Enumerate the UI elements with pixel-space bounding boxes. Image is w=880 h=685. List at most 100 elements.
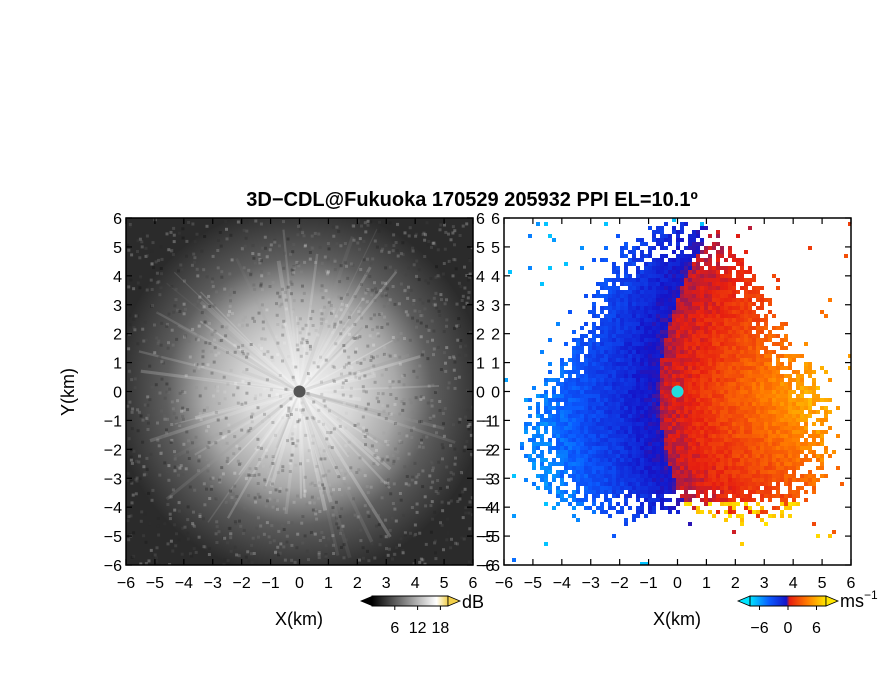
velocity-pixel	[656, 406, 660, 410]
intensity-speckle	[377, 514, 380, 517]
intensity-speckle	[128, 437, 131, 440]
velocity-pixel	[744, 354, 748, 358]
intensity-speckle	[360, 317, 363, 320]
velocity-pixel	[708, 390, 712, 394]
intensity-speckle	[383, 305, 386, 308]
velocity-pixel	[636, 462, 640, 466]
intensity-speckle	[385, 547, 388, 550]
velocity-pixel	[712, 342, 716, 346]
velocity-pixel	[708, 294, 712, 298]
velocity-pixel	[720, 306, 724, 310]
velocity-pixel	[672, 274, 676, 278]
intensity-speckle	[168, 388, 171, 391]
velocity-pixel	[608, 462, 612, 466]
velocity-pixel	[724, 446, 728, 450]
velocity-pixel	[740, 270, 744, 274]
intensity-speckle	[260, 447, 263, 450]
velocity-pixel	[716, 450, 720, 454]
velocity-pixel	[788, 374, 792, 378]
velocity-pixel	[748, 438, 752, 442]
colorbar-tick-label: 18	[432, 620, 450, 637]
velocity-pixel	[676, 238, 680, 242]
velocity-pixel	[540, 458, 544, 462]
velocity-pixel	[732, 350, 736, 354]
velocity-pixel	[668, 322, 672, 326]
intensity-speckle	[311, 247, 314, 250]
velocity-pixel	[748, 322, 752, 326]
velocity-pixel	[536, 426, 540, 430]
velocity-pixel	[624, 434, 628, 438]
velocity-pixel	[548, 462, 552, 466]
velocity-pixel	[744, 434, 748, 438]
velocity-pixel	[704, 362, 708, 366]
intensity-speckle	[462, 295, 465, 298]
velocity-pixel	[768, 394, 772, 398]
velocity-pixel	[624, 414, 628, 418]
velocity-pixel	[680, 402, 684, 406]
intensity-speckle	[444, 231, 447, 234]
velocity-pixel	[588, 442, 592, 446]
velocity-pixel	[668, 366, 672, 370]
velocity-pixel	[696, 410, 700, 414]
velocity-pixel	[708, 366, 712, 370]
velocity-pixel	[580, 362, 584, 366]
velocity-pixel	[596, 470, 600, 474]
intensity-speckle	[178, 422, 181, 425]
intensity-speckle	[416, 446, 419, 449]
velocity-pixel	[644, 382, 648, 386]
velocity-pixel	[572, 426, 576, 430]
velocity-pixel	[544, 442, 548, 446]
intensity-speckle	[339, 244, 342, 247]
velocity-pixel	[732, 454, 736, 458]
velocity-pixel	[728, 406, 732, 410]
velocity-pixel	[660, 362, 664, 366]
intensity-speckle	[340, 308, 343, 311]
intensity-speckle	[394, 303, 397, 306]
velocity-pixel	[644, 290, 648, 294]
intensity-speckle	[234, 351, 237, 354]
velocity-pixel	[644, 298, 648, 302]
velocity-pixel	[620, 366, 624, 370]
velocity-pixel	[584, 394, 588, 398]
intensity-speckle	[230, 532, 233, 535]
velocity-pixel	[572, 386, 576, 390]
velocity-pixel	[696, 322, 700, 326]
velocity-pixel	[620, 310, 624, 314]
velocity-pixel	[708, 274, 712, 278]
intensity-speckle	[261, 420, 264, 423]
intensity-speckle	[411, 476, 414, 479]
velocity-pixel	[652, 378, 656, 382]
y-tick-label: 4	[113, 269, 122, 286]
velocity-pixel	[716, 378, 720, 382]
velocity-pixel	[720, 254, 724, 258]
velocity-pixel	[600, 458, 604, 462]
velocity-pixel	[784, 366, 788, 370]
intensity-speckle	[332, 365, 335, 368]
intensity-speckle	[366, 345, 369, 348]
velocity-pixel	[672, 426, 676, 430]
velocity-pixel	[572, 442, 576, 446]
velocity-pixel	[748, 266, 752, 270]
intensity-speckle	[291, 432, 294, 435]
velocity-pixel	[640, 282, 644, 286]
velocity-pixel	[688, 418, 692, 422]
velocity-pixel	[660, 394, 664, 398]
intensity-speckle	[345, 377, 348, 380]
velocity-pixel	[536, 422, 540, 426]
velocity-pixel	[708, 262, 712, 266]
intensity-speckle	[445, 538, 448, 541]
velocity-pixel	[772, 382, 776, 386]
intensity-speckle	[309, 345, 312, 348]
velocity-pixel	[740, 358, 744, 362]
velocity-pixel	[676, 450, 680, 454]
velocity-pixel	[708, 370, 712, 374]
velocity-pixel	[588, 434, 592, 438]
intensity-speckle	[221, 419, 224, 422]
velocity-pixel	[716, 402, 720, 406]
velocity-pixel	[648, 250, 652, 254]
velocity-pixel	[548, 266, 552, 270]
intensity-speckle	[365, 429, 368, 432]
velocity-pixel	[736, 354, 740, 358]
velocity-pixel	[608, 370, 612, 374]
